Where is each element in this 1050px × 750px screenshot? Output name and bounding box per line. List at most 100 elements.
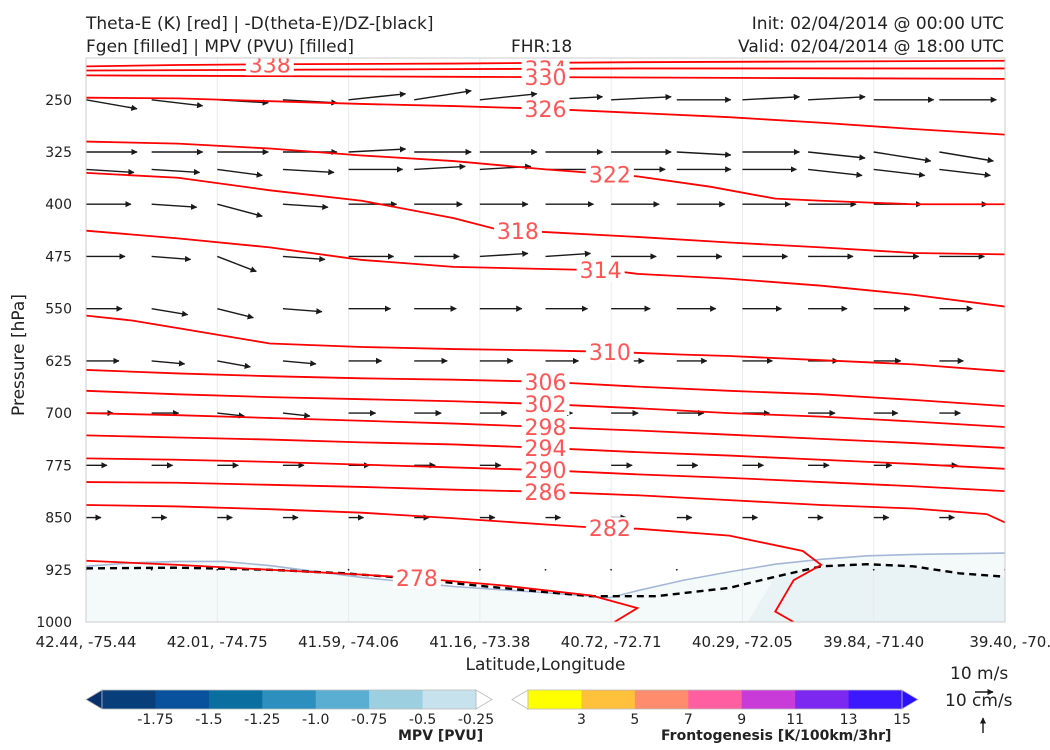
theta-e-label-bg bbox=[245, 58, 294, 76]
mpv-colorbar-swatch bbox=[262, 690, 317, 709]
fgen-colorbar-swatch bbox=[741, 690, 796, 709]
wind-vector bbox=[807, 151, 866, 161]
mpv-colorbar-swatch bbox=[155, 690, 210, 709]
mpv-colorbar-swatch bbox=[102, 690, 156, 709]
x-tick-label: 39.40, -70.7 bbox=[969, 633, 1050, 651]
plot-frame bbox=[85, 57, 1006, 623]
theta-e-contour-label: 290 bbox=[525, 459, 567, 484]
wind-vector bbox=[151, 307, 189, 317]
mpv-colorbar-frame bbox=[101, 689, 477, 710]
theta-e-label-bg bbox=[521, 436, 570, 459]
x-tick-label: 41.59, -74.06 bbox=[298, 633, 399, 651]
theta-e-contour-310 bbox=[86, 314, 1005, 373]
theta-e-contour-label: 298 bbox=[525, 416, 567, 441]
fgen-colorbar-swatch bbox=[528, 690, 582, 709]
wind-vector bbox=[676, 151, 732, 158]
wind-vector bbox=[1004, 152, 1005, 153]
fgen-colorbar-tick: 13 bbox=[840, 712, 858, 728]
wind-vector bbox=[86, 168, 135, 176]
vector-reference-horizontal: 10 m/s bbox=[950, 664, 1009, 684]
x-tick-label: 42.44, -75.44 bbox=[36, 633, 137, 651]
theta-e-label-bg bbox=[585, 517, 634, 540]
fgen-colorbar-tick: 9 bbox=[737, 712, 746, 728]
fgen-colorbar-swatch bbox=[795, 690, 850, 709]
y-axis-label: Pressure [hPa] bbox=[9, 294, 29, 416]
mpv-colorbar-tick: -0.5 bbox=[409, 712, 436, 728]
wind-vector bbox=[872, 568, 875, 571]
mpv-colorbar-tick: -1.75 bbox=[137, 712, 173, 728]
valid-time: Valid: 02/04/2014 @ 18:00 UTC bbox=[738, 37, 1004, 57]
theta-e-label-bg bbox=[521, 370, 570, 393]
y-tick-label: 250 bbox=[45, 93, 72, 109]
wind-vector bbox=[939, 151, 994, 164]
wind-vector bbox=[217, 307, 254, 320]
fgen-colorbar-swatch bbox=[848, 690, 903, 709]
theta-e-label-bg bbox=[392, 567, 441, 590]
wind-vector bbox=[150, 568, 153, 571]
theta-e-contour-label: 294 bbox=[525, 437, 567, 462]
mpv-colorbar-tick: -0.75 bbox=[351, 712, 387, 728]
wind-vector bbox=[217, 412, 245, 419]
theta-e-contour-286 bbox=[86, 481, 1005, 524]
wind-vector bbox=[611, 93, 672, 101]
fgen-colorbar-tick: 5 bbox=[630, 712, 639, 728]
wind-vector bbox=[873, 151, 932, 164]
y-tick-label: 475 bbox=[45, 249, 72, 265]
theta-e-label-bg bbox=[521, 393, 570, 416]
mpv-colorbar-swatch bbox=[422, 690, 477, 709]
mpv-colorbar-label: MPV [PVU] bbox=[398, 728, 484, 744]
theta-e-label-bg bbox=[493, 219, 542, 242]
wind-vector bbox=[939, 168, 991, 178]
wind-vector bbox=[86, 99, 138, 111]
wind-vector bbox=[675, 568, 678, 571]
fgen-colorbar-frame bbox=[527, 689, 903, 710]
fgen-colorbar-tick: 15 bbox=[893, 712, 911, 728]
theta-e-label-bg bbox=[521, 66, 570, 89]
x-tick-label: 40.29, -72.05 bbox=[692, 633, 793, 651]
theta-e-contour-label: 338 bbox=[249, 53, 291, 78]
y-tick-label: 400 bbox=[45, 197, 72, 213]
wind-vector bbox=[151, 99, 204, 109]
theta-e-label-bg bbox=[521, 480, 570, 503]
theta-e-label-bg bbox=[521, 459, 570, 482]
fgen-colorbar-label: Frontogenesis [K/100km/3hr] bbox=[661, 728, 892, 744]
wind-vector bbox=[544, 568, 547, 571]
wind-vector bbox=[282, 360, 317, 367]
wind-vector bbox=[282, 412, 311, 419]
wind-vector bbox=[282, 168, 335, 176]
theta-e-contour-label: 322 bbox=[589, 163, 631, 188]
fgen-colorbar-swatch bbox=[581, 690, 636, 709]
x-tick-label: 40.72, -72.71 bbox=[561, 633, 662, 651]
theta-e-contour-label: 278 bbox=[396, 567, 438, 592]
y-tick-label: 325 bbox=[45, 145, 72, 161]
plot-area bbox=[86, 58, 1005, 622]
wind-vector bbox=[808, 93, 866, 101]
wind-vector bbox=[478, 568, 481, 571]
wind-vector bbox=[217, 360, 251, 369]
theta-e-label-bg bbox=[521, 416, 570, 439]
mpv-fill-region-darker bbox=[747, 564, 1005, 622]
init-time: Init: 02/04/2014 @ 00:00 UTC bbox=[751, 14, 1004, 34]
fgen-colorbar-tick: 3 bbox=[577, 712, 586, 728]
wind-vector bbox=[151, 168, 201, 176]
theta-e-label-bg bbox=[585, 340, 634, 363]
wind-vector bbox=[479, 250, 529, 258]
theta-e-contour-label: 306 bbox=[525, 371, 567, 396]
vector-reference-vertical: 10 cm/s bbox=[945, 691, 1013, 711]
theta-e-contour-338 bbox=[86, 59, 1005, 68]
mpv-colorbar-swatch bbox=[315, 690, 370, 709]
wind-vector bbox=[216, 568, 219, 571]
wind-vector bbox=[217, 203, 263, 218]
y-tick-label: 850 bbox=[45, 511, 72, 527]
y-tick-label: 925 bbox=[45, 563, 72, 579]
wind-vector bbox=[1004, 169, 1005, 171]
mpv-colorbar-tick: -0.25 bbox=[458, 712, 494, 728]
wind-vector bbox=[217, 255, 257, 273]
theta-e-contour-label: 310 bbox=[589, 341, 631, 366]
mpv-colorbar-tick: -1.25 bbox=[244, 712, 280, 728]
x-tick-label: 41.16, -73.38 bbox=[429, 633, 530, 651]
wind-vector bbox=[414, 88, 472, 101]
mpv-colorbar-tick: -1.0 bbox=[302, 712, 329, 728]
theta-e-contour-label: 286 bbox=[525, 481, 567, 506]
